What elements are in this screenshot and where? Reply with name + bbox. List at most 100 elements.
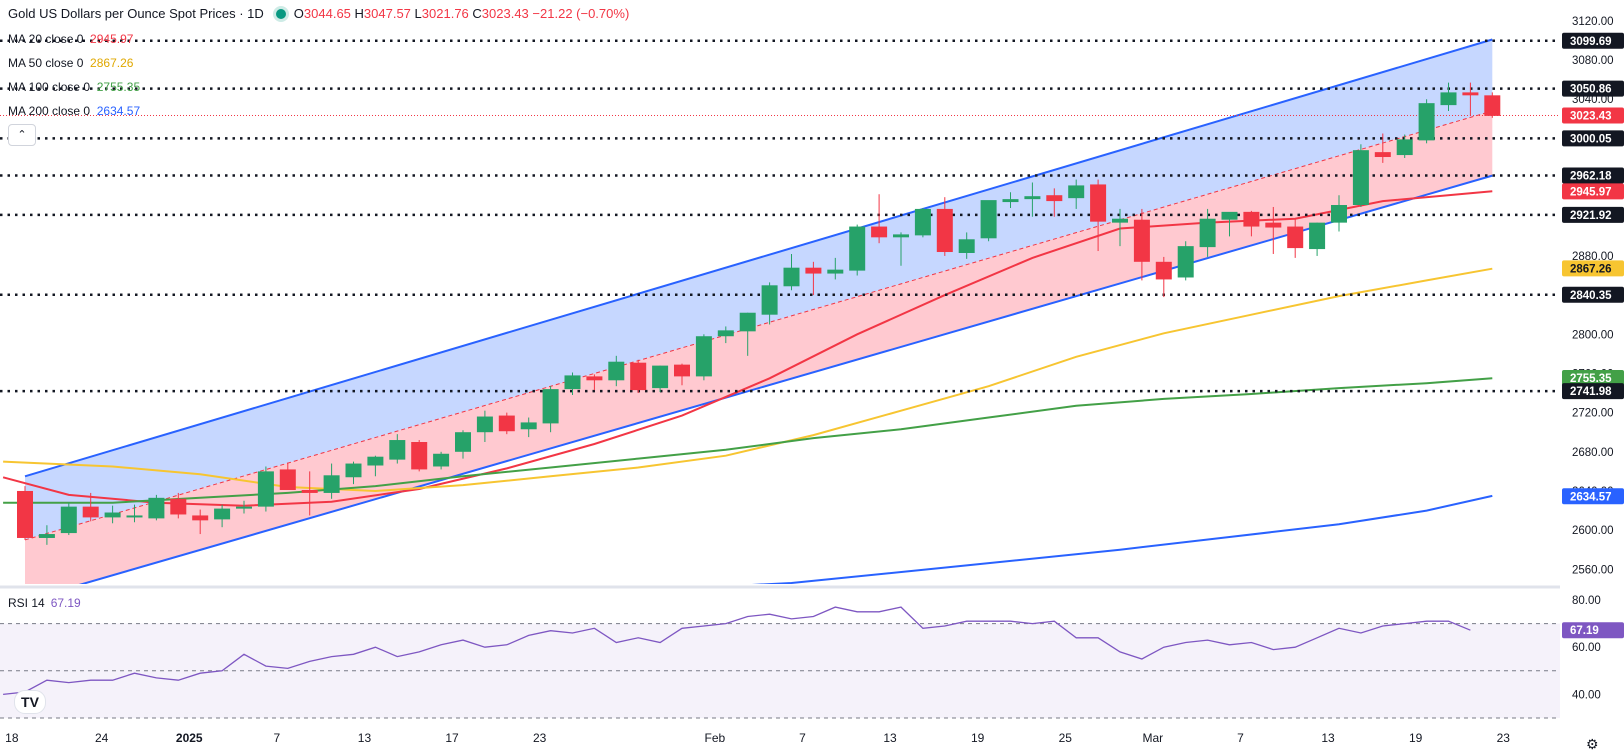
gear-icon[interactable]: ⚙ [1586,736,1599,752]
x-tick-label: 13 [1321,731,1335,745]
candle-body [1112,218,1128,223]
price-label-box [1562,286,1624,303]
candle-body [126,515,143,518]
chart-header: Gold US Dollars per Ounce Spot Prices · … [8,6,629,21]
candle-body [148,497,165,519]
collapse-legend-button[interactable]: ⌃ [8,124,36,146]
ma20-legend[interactable]: MA 20 close 0 2945.97 [8,32,133,46]
price-label-box [1562,183,1624,200]
y-tick-label: 2720.00 [1572,408,1614,420]
rsi-legend[interactable]: RSI 14 67.19 [8,596,81,610]
candle-body [608,361,625,381]
price-label-box [1562,370,1624,387]
candle-body [104,512,121,518]
candle-body [695,336,712,377]
y-tick-label: 3120.00 [1572,16,1614,28]
y-tick-label: 3080.00 [1572,55,1614,67]
candle-body [323,475,340,493]
candle-body [82,506,99,518]
candle-body [1287,226,1304,249]
candle-body [1133,219,1150,262]
tradingview-logo-icon[interactable]: TV [14,690,46,714]
rsi-tick-label: 60.00 [1572,642,1601,654]
main-pane [0,38,1560,584]
candle-body [367,456,384,466]
price-label-box [1562,107,1624,124]
x-tick-label: 2025 [176,731,203,745]
ma100-legend[interactable]: MA 100 close 0 2755.35 [8,80,140,94]
candle-body [739,312,756,332]
candle-body [1440,92,1457,106]
candle-body [476,416,493,433]
ma200-value: 2634.57 [96,104,141,118]
candle-body [455,432,471,452]
price-label-text: 3023.43 [1570,110,1612,122]
candle-body [958,239,975,253]
candle-body [1484,95,1501,116]
candle-body [564,375,581,390]
candle-body [980,200,997,239]
price-label-box [1562,80,1624,97]
ma-line-0 [2,190,1493,507]
x-tick-label: 7 [1237,731,1244,745]
candle-body [1221,211,1238,220]
candle-body [60,506,77,534]
rsi-tick-label: 40.00 [1572,689,1601,701]
x-tick-label: 23 [533,731,547,745]
candle-body [1068,185,1085,199]
candle-body [542,389,559,424]
candle-body [630,362,647,391]
candle-body [1155,261,1172,280]
candle-body [871,226,888,238]
x-tick-label: 25 [1059,731,1073,745]
open-label: O [293,6,304,21]
open-value: 3044.65 [303,6,351,21]
x-tick-label: 7 [274,731,281,745]
candle-body [849,226,866,271]
ohlc-values: O3044.65 H3047.57 L3021.76 C3023.43 −21.… [294,6,630,21]
price-label-box [1562,206,1624,223]
candle-body [170,498,187,515]
x-tick-label: 23 [1497,731,1511,745]
chevron-up-icon: ⌃ [17,129,27,141]
candle-body [411,442,428,470]
close-label: C [472,6,482,21]
price-label-box [1562,488,1624,505]
candle-body [827,269,844,274]
logo-text: TV [21,694,39,710]
candle-body [893,234,909,238]
candle-body [520,422,537,430]
low-label: L [414,6,422,21]
ma100-value: 2755.35 [96,80,141,94]
channel-mid-line [24,110,1493,541]
candle-body [236,506,252,509]
ma200-legend[interactable]: MA 200 close 0 2634.57 [8,104,140,118]
price-label-box [1562,130,1624,147]
candle-body [652,365,669,389]
candle-body [257,471,274,507]
candle-body [1418,103,1435,141]
ma50-legend[interactable]: MA 50 close 0 2867.26 [8,56,133,70]
candle-body [1243,211,1260,227]
x-tick-label: Mar [1143,731,1164,745]
rsi-value-text: 67.19 [1570,625,1599,637]
candle-body [1046,195,1063,202]
candle-body [1265,222,1282,228]
candle-body [389,440,406,460]
candle-body [192,515,209,521]
y-tick-label: 2560.00 [1572,564,1614,576]
ma20-label: MA 20 close 0 [8,32,84,46]
y-tick-label: 3040.00 [1572,94,1614,106]
x-tick-label: 17 [445,731,459,745]
price-label-text: 2962.18 [1570,170,1612,182]
low-value: 3021.76 [421,6,469,21]
price-label-text: 2741.98 [1570,386,1612,398]
ma-line-3 [751,494,1493,584]
change-value: −21.22 (−0.70%) [532,6,630,21]
candle-body [17,490,33,538]
x-tick-label: 24 [95,731,109,745]
x-tick-label: 18 [5,731,19,745]
candle-body [805,267,822,274]
high-label: H [354,6,364,21]
x-tick-label: Feb [705,731,726,745]
